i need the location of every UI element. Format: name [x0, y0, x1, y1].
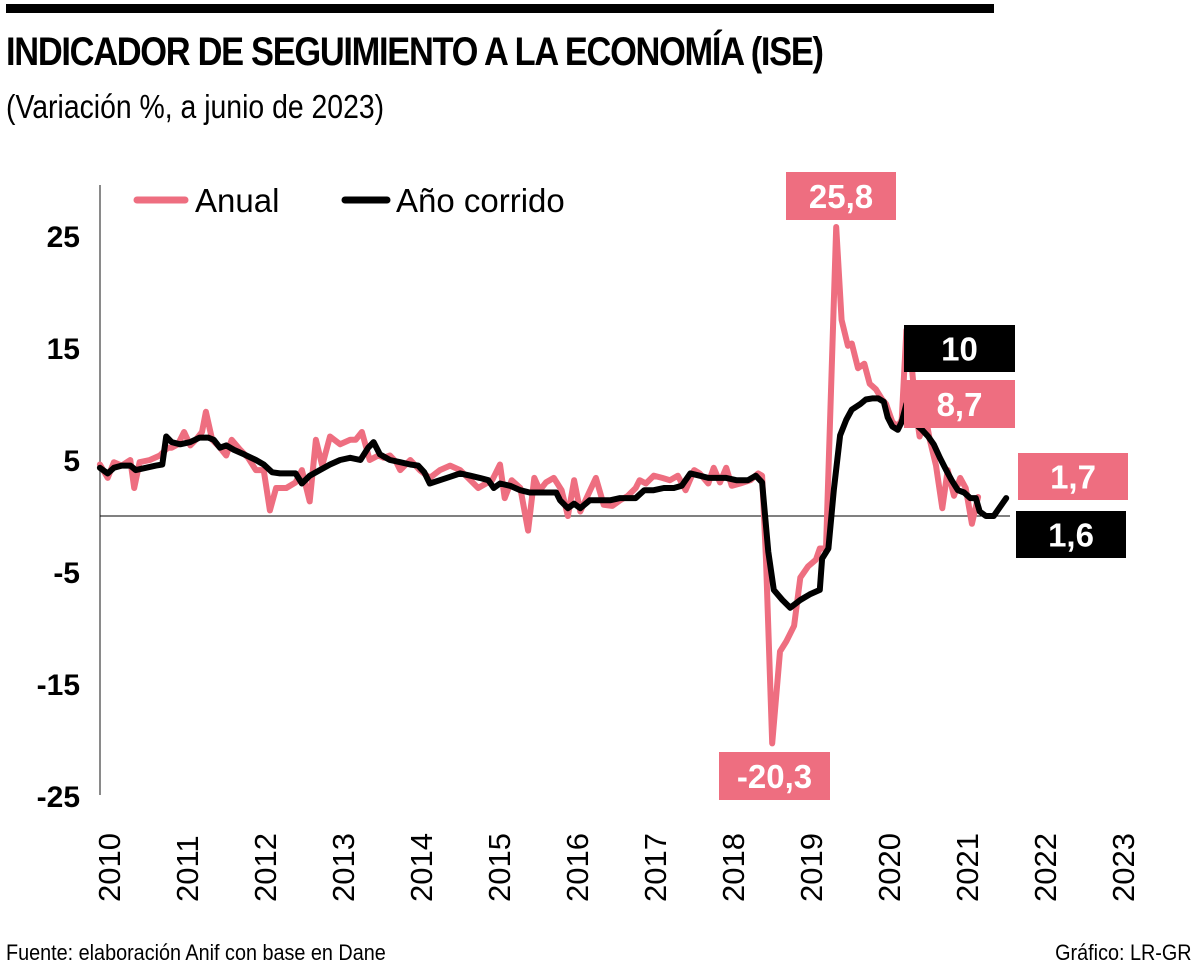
callout-box	[1016, 511, 1126, 558]
callout-value: 10	[941, 331, 978, 368]
callout-value: -20,3	[737, 758, 812, 795]
x-tick-label: 2020	[872, 833, 907, 902]
y-tick-label: 5	[63, 445, 80, 478]
callout-value: 8,7	[937, 386, 983, 423]
callout-box	[719, 752, 830, 800]
x-tick-label: 2021	[950, 833, 985, 902]
x-tick-label: 2010	[92, 833, 127, 902]
y-tick-label: 25	[47, 221, 80, 254]
legend-label-anual: Anual	[195, 182, 279, 219]
y-tick-label: 15	[47, 333, 80, 366]
callout-value: 1,7	[1050, 459, 1096, 496]
x-tick-label: 2015	[482, 833, 517, 902]
callouts: 25,8 -20,3 10 8,7 1,7 1,6	[719, 172, 1128, 800]
legend-label-ano-corrido: Año corrido	[396, 182, 565, 219]
y-tick-label: -5	[53, 557, 80, 590]
series-layer	[96, 224, 1010, 747]
x-tick-label: 2014	[404, 833, 439, 902]
callout-ano-corrido: 10	[904, 325, 1015, 372]
y-tick-label: -25	[37, 781, 80, 814]
x-tick-label: 2016	[560, 833, 595, 902]
y-tick-label: -15	[37, 669, 80, 702]
callout-box	[786, 172, 896, 220]
top-rule	[6, 4, 994, 13]
x-tick-label: 2011	[170, 835, 205, 902]
chart-subtitle: (Variación %, a junio de 2023)	[6, 88, 385, 125]
x-tick-label: 2023	[1106, 833, 1141, 902]
x-tick-label: 2022	[1028, 833, 1063, 902]
x-tick-label: 2018	[716, 833, 751, 902]
source-note: Fuente: elaboración Anif con base en Dan…	[6, 940, 386, 965]
callout-ano-corrido: 1,6	[1016, 511, 1126, 558]
callout-value: 25,8	[809, 178, 873, 215]
callout-box	[904, 325, 1015, 372]
series-line-anual	[96, 224, 982, 747]
callout-anual: 25,8	[786, 172, 896, 220]
callout-value: 1,6	[1048, 517, 1094, 554]
callout-anual: -20,3	[719, 752, 830, 800]
x-axis-ticks: 2010 2011 2012 2013 2014 2015 2016 2017 2018 2019…	[92, 833, 1141, 902]
callout-box	[1018, 453, 1128, 500]
y-axis-ticks: 25 15 5 -5 -15 -25	[37, 221, 80, 814]
x-tick-label: 2017	[638, 833, 673, 902]
legend: Anual Año corrido	[133, 182, 565, 219]
x-tick-label: 2012	[248, 833, 283, 902]
callout-box	[904, 380, 1015, 428]
x-tick-label: 2013	[326, 833, 361, 902]
graphic-credit: Gráfico: LR-GR	[1055, 940, 1192, 965]
series-line-ano-corrido	[96, 395, 1010, 611]
callout-anual: 8,7	[904, 380, 1015, 428]
callout-anual: 1,7	[1018, 453, 1128, 500]
chart-title: INDICADOR DE SEGUIMIENTO A LA ECONOMÍA (…	[6, 30, 824, 74]
x-tick-label: 2019	[794, 833, 829, 902]
